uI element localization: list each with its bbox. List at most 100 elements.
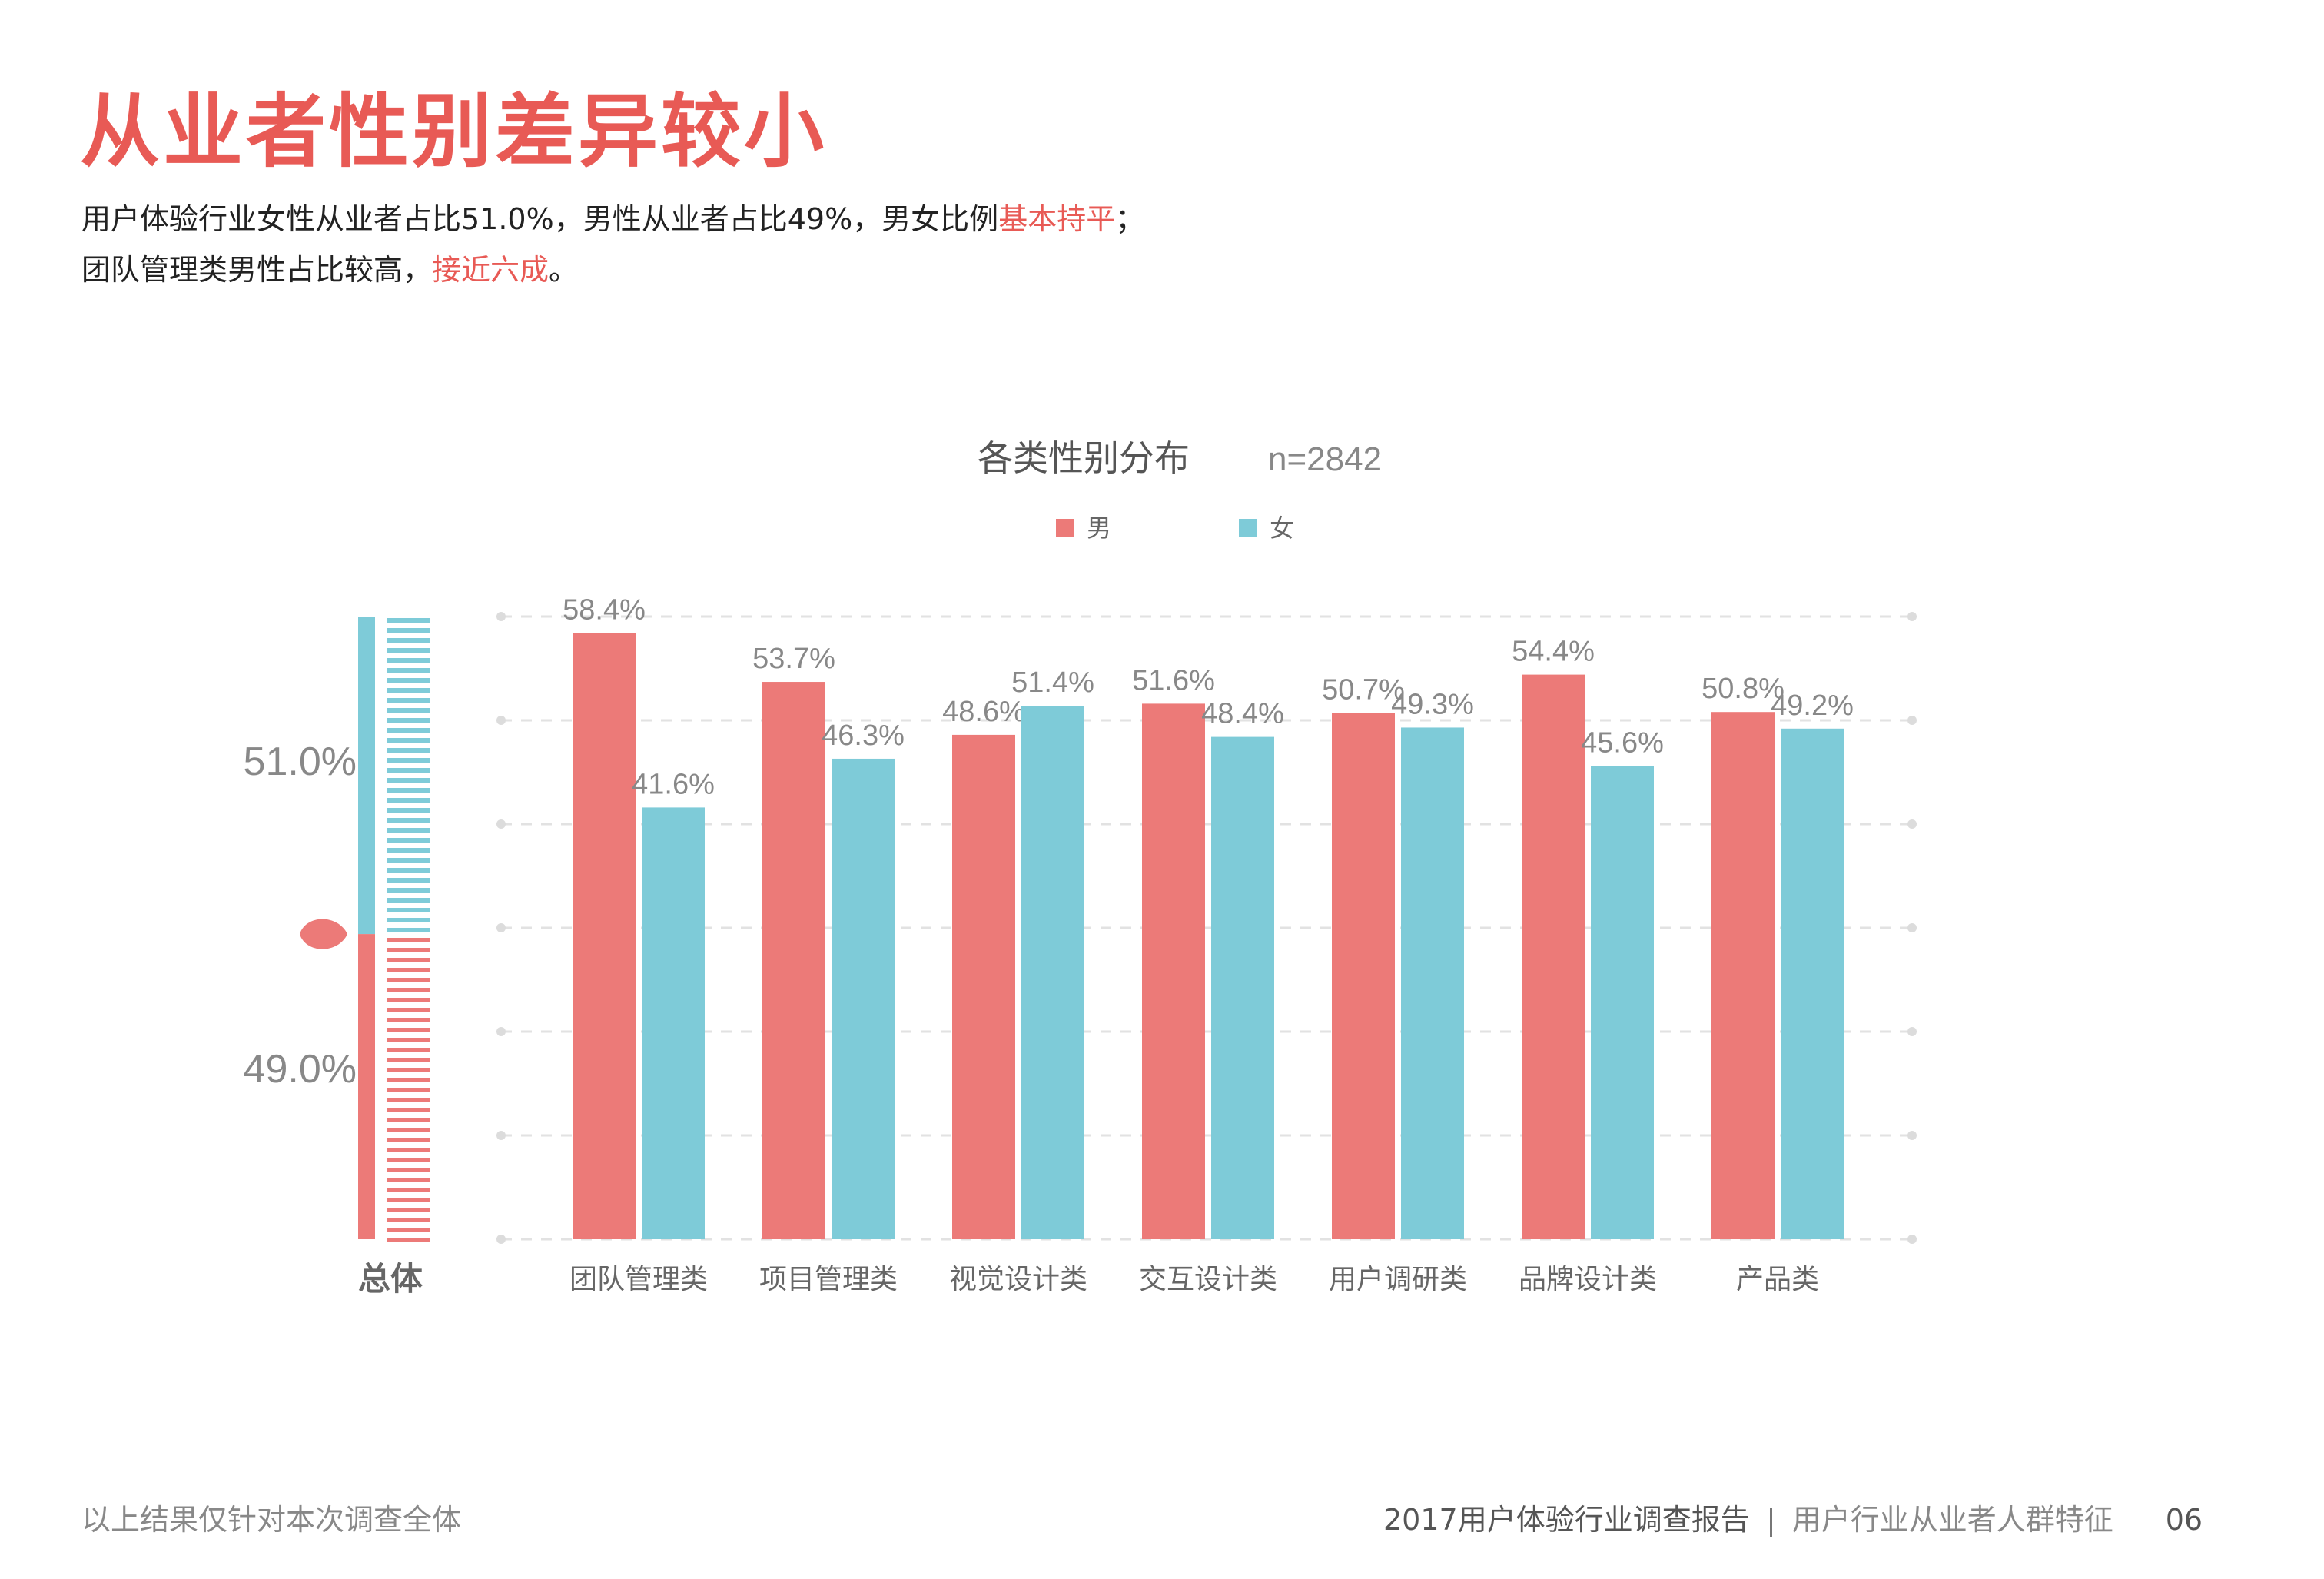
overall-stripe	[387, 868, 430, 873]
gridline-end-dot	[1907, 1235, 1917, 1244]
gridline-end-dot	[496, 1131, 506, 1140]
gridline-end-dot	[1907, 819, 1917, 829]
bar-female	[1591, 766, 1654, 1239]
category-label: 产品类	[1736, 1263, 1819, 1295]
overall-stripe	[387, 738, 430, 743]
category-label: 项目管理类	[759, 1263, 898, 1295]
bar-female	[1401, 727, 1464, 1239]
chart-sample-size: n=2842	[1268, 440, 1382, 478]
gridline-end-dot	[496, 923, 506, 932]
description-text-end: 。	[549, 253, 579, 287]
overall-stripe	[387, 1198, 430, 1202]
overall-male-label: 49.0%	[244, 1047, 357, 1092]
description-highlight: 接近六成	[432, 253, 549, 287]
overall-stripe	[387, 978, 430, 982]
overall-stripe	[387, 1008, 430, 1012]
overall-stripe	[387, 1178, 430, 1182]
overall-stripe	[387, 948, 430, 952]
description-highlight: 基本持平	[998, 202, 1116, 236]
description-line-2: 团队管理类男性占比较高，接近六成。	[81, 246, 578, 288]
overall-stripe	[387, 1048, 430, 1052]
gridline-end-dot	[496, 1027, 506, 1036]
footer-page-number: 06	[2165, 1503, 2203, 1537]
overall-stripe	[387, 1068, 430, 1072]
data-label-male: 50.7%	[1322, 674, 1405, 706]
overall-stripe	[387, 908, 430, 912]
bar-female	[832, 758, 895, 1239]
description-line-1: 用户体验行业女性从业者占比51.0%，男性从业者占比49%，男女比例基本持平；	[81, 195, 1144, 238]
bar-male	[1332, 713, 1395, 1239]
overall-stripe	[387, 1238, 430, 1242]
overall-stripe	[387, 778, 430, 783]
overall-stripe	[387, 758, 430, 763]
data-label-female: 41.6%	[632, 768, 715, 800]
data-label-male: 50.8%	[1702, 673, 1784, 705]
data-label-female: 51.4%	[1011, 667, 1094, 699]
overall-stripe	[387, 958, 430, 962]
overall-stripe	[387, 728, 430, 733]
overall-stripe	[387, 1018, 430, 1022]
overall-stripe	[387, 878, 430, 883]
overall-stripe	[387, 918, 430, 922]
footer-note: 以上结果仅针对本次调查全体	[81, 1503, 462, 1537]
overall-stripe	[387, 618, 430, 623]
gridline-end-dot	[1907, 716, 1917, 725]
bar-male	[1522, 674, 1585, 1239]
bar-male	[952, 734, 1015, 1239]
overall-stripe	[387, 1188, 430, 1192]
gridline-end-dot	[1907, 1027, 1917, 1036]
data-label-male: 51.6%	[1132, 664, 1215, 696]
overall-stripe	[387, 668, 430, 673]
category-label: 用户调研类	[1329, 1263, 1467, 1295]
data-label-female: 49.2%	[1771, 690, 1854, 722]
overall-stripe	[387, 988, 430, 992]
gridline-end-dot	[1907, 1131, 1917, 1140]
overall-stripe	[387, 1158, 430, 1162]
overall-stripe	[387, 848, 430, 853]
overall-stripe	[387, 1058, 430, 1062]
footer-report-info: 2017用户体验行业调查报告 用户行业从业者人群特征 06	[1383, 1496, 2203, 1538]
category-label: 品牌设计类	[1519, 1263, 1657, 1295]
bar-female	[1211, 736, 1274, 1239]
overall-stripe	[387, 698, 430, 703]
data-label-male: 53.7%	[752, 643, 835, 675]
overall-stripe	[387, 748, 430, 753]
category-label: 视觉设计类	[949, 1263, 1087, 1295]
overall-stripe	[387, 708, 430, 713]
overall-stripe	[387, 1138, 430, 1142]
overall-stripe	[387, 798, 430, 803]
gridline-end-dot	[496, 716, 506, 725]
overall-stripe	[387, 768, 430, 773]
data-label-female: 48.4%	[1201, 698, 1284, 730]
data-label-female: 45.6%	[1581, 726, 1664, 759]
chart-title: 各类性别分布	[978, 438, 1190, 478]
overall-stripe	[387, 678, 430, 683]
overall-stripe	[387, 638, 430, 643]
data-label-male: 58.4%	[563, 594, 646, 627]
legend-swatch-female	[1239, 519, 1257, 537]
gridline-end-dot	[496, 1235, 506, 1244]
overall-stripe	[387, 1038, 430, 1042]
overall-stripe	[387, 928, 430, 932]
bar-female	[642, 807, 705, 1239]
overall-stripe	[387, 1148, 430, 1152]
data-label-female: 46.3%	[822, 720, 905, 752]
overall-stripe	[387, 628, 430, 633]
overall-stripe	[387, 998, 430, 1002]
overall-stripe	[387, 688, 430, 693]
bar-male	[573, 633, 636, 1239]
overall-stripe	[387, 828, 430, 833]
overall-label: 总体	[358, 1261, 423, 1297]
page-title: 从业者性别差异较小	[80, 85, 828, 178]
overall-bar-male	[358, 934, 375, 1239]
overall-stripe	[387, 1168, 430, 1172]
description-text: 团队管理类男性占比较高，	[81, 253, 433, 287]
overall-stripe	[387, 1098, 430, 1102]
overall-stripe	[387, 808, 430, 813]
overall-stripe	[387, 1078, 430, 1082]
overall-stripe	[387, 658, 430, 663]
footer-section-title: 用户行业从业者人群特征	[1791, 1503, 2113, 1537]
overall-stripe	[387, 1028, 430, 1032]
overall-split-marker	[300, 919, 347, 949]
